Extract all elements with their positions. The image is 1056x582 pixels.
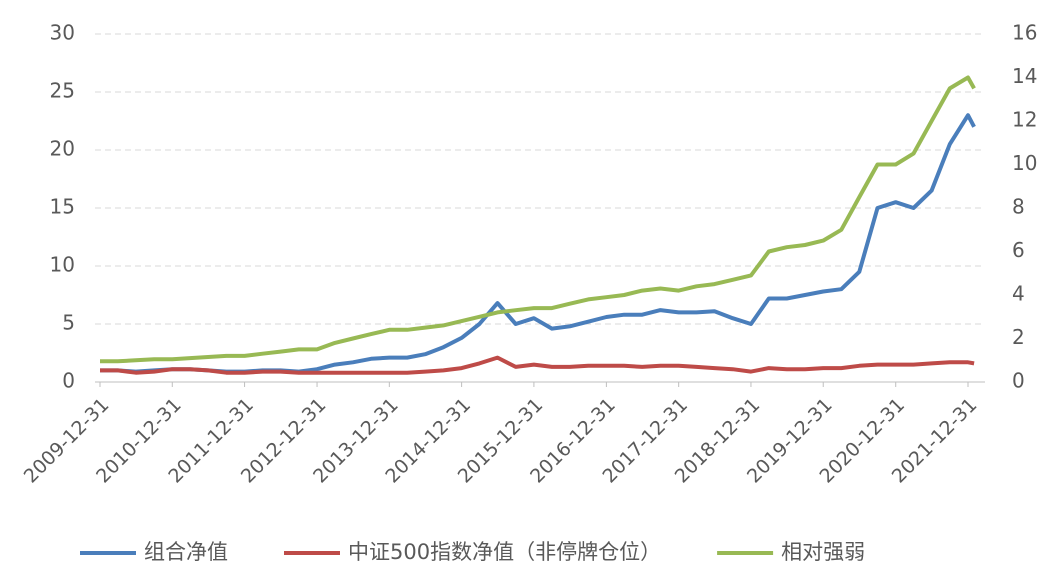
y2-tick-label: 10 (1012, 151, 1037, 175)
legend-label: 中证500指数净值（非停牌仓位） (348, 540, 661, 564)
series-line (100, 113, 976, 374)
y2-tick-label: 4 (1012, 282, 1025, 306)
y-tick-label: 0 (62, 369, 75, 393)
series-line (100, 355, 975, 375)
y-tick-label: 5 (62, 311, 75, 335)
y-tick-label: 30 (50, 21, 75, 45)
legend-label: 相对强弱 (781, 540, 865, 564)
series-line (100, 75, 976, 364)
y2-tick-label: 12 (1012, 108, 1037, 132)
y-tick-label: 25 (50, 79, 75, 103)
y-tick-label: 10 (50, 253, 75, 277)
y2-tick-label: 16 (1012, 21, 1037, 45)
legend-label: 组合净值 (144, 540, 228, 564)
y-tick-label: 15 (50, 195, 75, 219)
y2-tick-label: 6 (1012, 238, 1025, 262)
y2-tick-label: 8 (1012, 195, 1025, 219)
y2-tick-label: 2 (1012, 325, 1025, 349)
y2-tick-label: 14 (1012, 64, 1037, 88)
y-tick-label: 20 (50, 137, 75, 161)
y2-tick-label: 0 (1012, 369, 1025, 393)
